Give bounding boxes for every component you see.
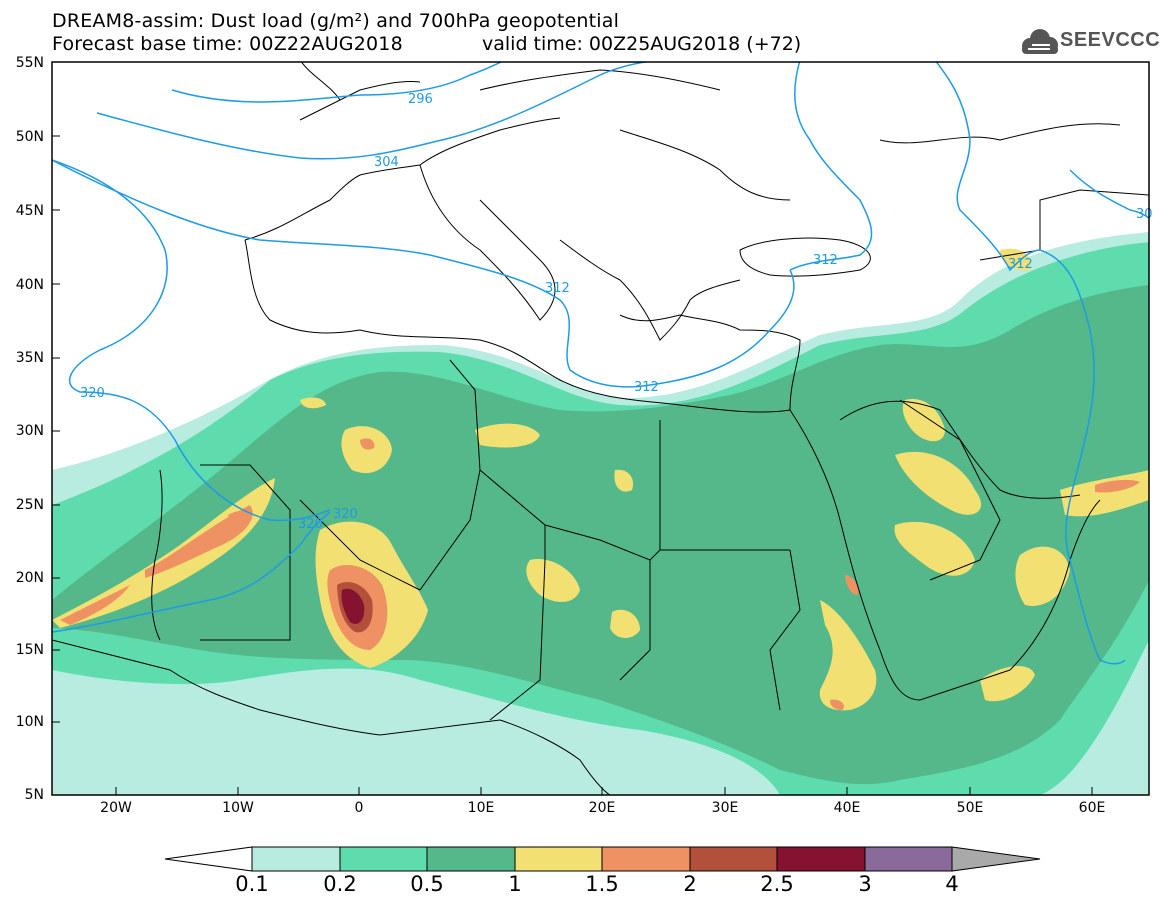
- logo-text: SEEVCCC: [1060, 29, 1161, 51]
- colorbar-swatch: [776, 846, 866, 872]
- colorbar-swatch: [601, 846, 691, 872]
- colorbar-label: 0.1: [235, 872, 269, 896]
- colorbar-swatch: [689, 846, 778, 872]
- lat-label: 45N: [15, 203, 44, 219]
- contour-label: 30: [1136, 207, 1153, 222]
- lat-label: 25N: [15, 497, 44, 513]
- colorbar-swatch: [864, 846, 953, 872]
- map-title: DREAM8-assim: Dust load (g/m²) and 700hP…: [52, 10, 620, 32]
- axis-ticks: [52, 61, 1093, 795]
- forecast-base-time: Forecast base time: 00Z22AUG2018: [52, 33, 403, 55]
- lon-label: 10W: [222, 800, 254, 816]
- colorbar-label: 4: [945, 872, 959, 896]
- contour-label: 312: [634, 380, 659, 395]
- lon-label: 60E: [1078, 800, 1106, 816]
- lat-label: 20N: [15, 570, 44, 586]
- coastlines: [52, 62, 1149, 795]
- contour-label: 312: [813, 253, 838, 268]
- contour-label: 312: [1008, 257, 1033, 272]
- colorbar-label: 3: [858, 872, 872, 896]
- colorbar-label: 2: [683, 872, 697, 896]
- colorbar-swatch: [251, 846, 341, 872]
- lat-label: 15N: [15, 642, 44, 658]
- lon-label: 50E: [956, 800, 984, 816]
- lon-label: 0: [354, 800, 364, 816]
- dust-fields: [52, 232, 1149, 795]
- valid-time: valid time: 00Z25AUG2018 (+72): [482, 33, 802, 55]
- lat-label: 30N: [15, 423, 44, 439]
- colorbar-label: 2.5: [760, 872, 794, 896]
- lat-label: 40N: [15, 277, 44, 293]
- lon-label: 30E: [711, 800, 739, 816]
- lon-label: 10E: [467, 800, 495, 816]
- lat-label: 10N: [15, 714, 44, 730]
- colorbar-lower-arrow: [164, 846, 253, 872]
- lon-label: 40E: [833, 800, 861, 816]
- colorbar: [164, 846, 1041, 872]
- colorbar-upper-arrow: [951, 846, 1041, 872]
- contour-label: 304: [374, 155, 399, 170]
- colorbar-label: 1.5: [585, 872, 619, 896]
- colorbar-swatch: [426, 846, 516, 872]
- lon-label: 20W: [100, 800, 132, 816]
- lat-label: 5N: [24, 787, 44, 803]
- map-frame: [51, 61, 1150, 796]
- cloud-icon: [1022, 29, 1058, 54]
- contour-label: 312: [545, 281, 570, 296]
- colorbar-label: 1: [508, 872, 522, 896]
- contour-label: 320: [333, 507, 358, 522]
- lat-label: 50N: [15, 129, 44, 145]
- contour-label: 296: [408, 92, 433, 107]
- colorbar-swatch: [339, 846, 428, 872]
- contour-label: 320: [298, 517, 323, 532]
- contour-label: 320: [80, 386, 105, 401]
- colorbar-swatch: [514, 846, 603, 872]
- colorbar-label: 0.2: [323, 872, 357, 896]
- colorbar-label: 0.5: [410, 872, 444, 896]
- lon-label: 20E: [588, 800, 616, 816]
- lat-label: 35N: [15, 350, 44, 366]
- lat-label: 55N: [15, 55, 44, 71]
- geopotential-contours: [52, 62, 1149, 665]
